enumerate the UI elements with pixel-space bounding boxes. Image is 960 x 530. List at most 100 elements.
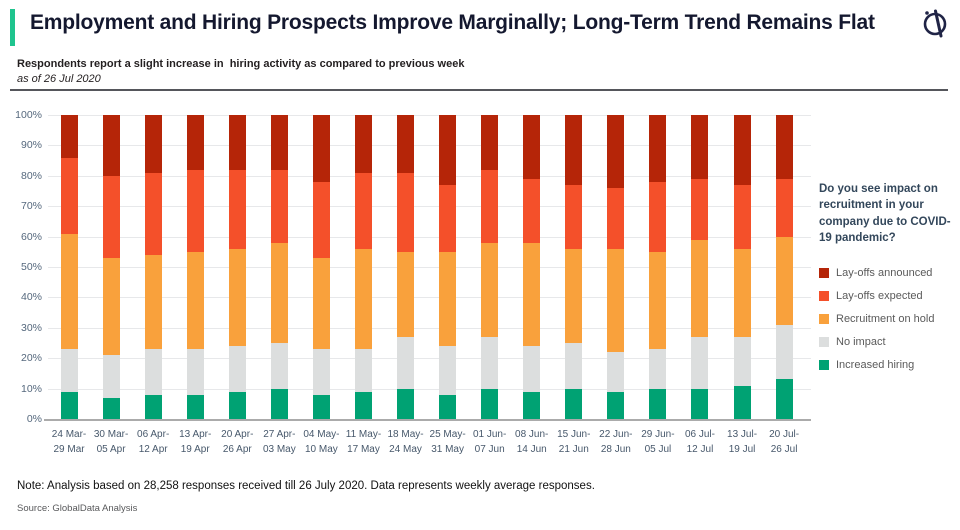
bar-column [595, 115, 637, 419]
y-tick-label: 90% [20, 139, 42, 152]
legend-label: Lay-offs announced [836, 267, 933, 280]
no-impact-segment [775, 324, 793, 380]
bar-column [721, 115, 763, 419]
increased-hiring-segment [228, 391, 246, 419]
recruitment-on-hold-segment [649, 251, 667, 350]
lay-offs-expected-segment [186, 169, 204, 252]
lay-offs-announced-segment [733, 115, 751, 185]
lay-offs-expected-segment [60, 157, 78, 234]
x-tick-line2: 21 Jun [558, 444, 589, 455]
bar-column [48, 115, 90, 419]
x-tick-line2: 17 May [347, 444, 380, 455]
increased-hiring-segment [565, 388, 583, 419]
legend-label: No impact [836, 336, 886, 349]
stacked-bar [775, 115, 793, 419]
stacked-bar [270, 115, 288, 419]
x-tick-line2: 05 Jul [644, 444, 672, 455]
x-tick-label: 30 Mar- 05 Apr [90, 427, 132, 457]
x-tick-line2: 26 Apr [222, 444, 252, 455]
increased-hiring-segment [60, 391, 78, 419]
x-tick-label: 06 Jul- 12 Jul [679, 427, 721, 457]
x-tick-line2: 24 May [389, 444, 422, 455]
gridline [48, 327, 811, 329]
gridline [48, 388, 811, 390]
x-tick-line1: 25 May- [429, 429, 466, 440]
legend-label: Increased hiring [836, 359, 915, 372]
lay-offs-announced-segment [775, 115, 793, 179]
gridline [48, 297, 811, 299]
no-impact-segment [354, 349, 372, 392]
gridline [48, 175, 811, 177]
increased-hiring-segment [397, 388, 415, 419]
plot-area [48, 115, 811, 419]
y-axis: 0% 10% 20% 30% 40% 50% 60% 70% 80% 90% 100% [0, 109, 42, 425]
recruitment-on-hold-segment [775, 236, 793, 325]
stacked-bar [144, 115, 162, 419]
lay-offs-announced-segment [60, 115, 78, 158]
y-tick-label: 70% [20, 200, 42, 213]
x-tick-label: 01 Jun- 07 Jun [469, 427, 511, 457]
gridline [48, 206, 811, 208]
x-tick-line1: 13 Apr- [179, 429, 212, 440]
x-tick-line1: 27 Apr- [263, 429, 296, 440]
increased-hiring-segment [312, 394, 330, 419]
gridline [48, 115, 811, 116]
x-tick-label: 13 Apr- 19 Apr [174, 427, 216, 457]
x-tick-label: 20 Apr- 26 Apr [216, 427, 258, 457]
x-tick-line1: 18 May- [387, 429, 424, 440]
x-tick-line1: 13 Jul- [727, 429, 758, 440]
no-impact-swatch-icon [819, 337, 829, 348]
recruitment-on-hold-segment [607, 248, 625, 353]
lay-offs-announced-segment [439, 115, 457, 185]
lay-offs-expected-segment [397, 172, 415, 252]
x-tick-line2: 29 Mar [53, 444, 85, 455]
no-impact-segment [691, 336, 709, 389]
x-tick-label: 27 Apr- 03 May [258, 427, 300, 457]
x-tick-line2: 10 May [305, 444, 338, 455]
x-tick-line1: 30 Mar- [93, 429, 129, 440]
lay-offs-expected-swatch-icon [819, 291, 829, 302]
increased-hiring-segment [691, 388, 709, 419]
lay-offs-expected-segment [775, 178, 793, 237]
lay-offs-expected-segment [523, 178, 541, 243]
lay-offs-expected-segment [354, 172, 372, 249]
bar-column [90, 115, 132, 419]
stacked-bar [439, 115, 457, 419]
x-tick-line2: 26 Jul [770, 444, 798, 455]
x-tick-line1: 08 Jun- [515, 429, 549, 440]
stacked-bar [312, 115, 330, 419]
increased-hiring-segment [733, 385, 751, 419]
recruitment-on-hold-segment [354, 248, 372, 350]
increased-hiring-segment [775, 379, 793, 419]
no-impact-segment [102, 355, 120, 398]
survey-question: Do you see impact on recruitment in your… [819, 183, 951, 244]
no-impact-segment [186, 349, 204, 395]
lay-offs-announced-segment [649, 115, 667, 182]
no-impact-segment [270, 342, 288, 389]
lay-offs-expected-segment [228, 169, 246, 249]
no-impact-segment [733, 336, 751, 386]
bar-column [132, 115, 174, 419]
lay-offs-expected-segment [270, 169, 288, 243]
lay-offs-expected-segment [102, 175, 120, 258]
x-tick-line1: 01 Jun- [472, 429, 507, 440]
increased-hiring-segment [270, 388, 288, 419]
lay-offs-expected-segment [144, 172, 162, 255]
y-tick-label: 0% [26, 413, 42, 425]
recruitment-on-hold-segment [439, 251, 457, 347]
note-text: Note: Analysis based on 28,258 responses… [17, 480, 595, 492]
legend-panel: Do you see impact on recruitment in your… [819, 181, 959, 382]
bar-column [679, 115, 721, 419]
lay-offs-expected-segment [733, 184, 751, 249]
title-accent-bar [10, 9, 15, 46]
x-tick-line1: 20 Jul- [769, 429, 800, 440]
bar-column [637, 115, 679, 419]
x-tick-line2: 14 Jun [516, 444, 547, 455]
stacked-bar [397, 115, 415, 419]
x-tick-line1: 20 Apr- [221, 429, 254, 440]
x-tick-label: 11 May- 17 May [342, 427, 384, 457]
bar-column [427, 115, 469, 419]
x-tick-label: 22 Jun- 28 Jun [595, 427, 637, 457]
lay-offs-announced-segment [691, 115, 709, 179]
